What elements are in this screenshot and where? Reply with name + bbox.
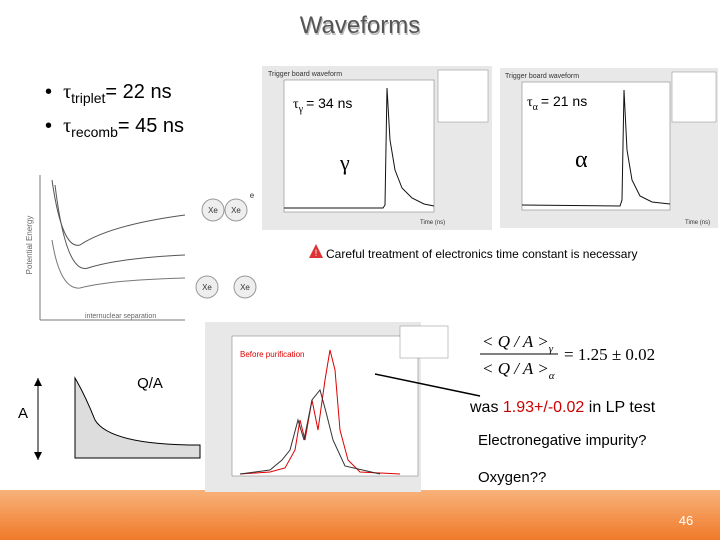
warning-mark: !: [315, 248, 318, 258]
atom-label: Xe: [231, 206, 241, 215]
subscript: triplet: [71, 90, 105, 106]
atom: [233, 275, 257, 299]
atom: [224, 198, 248, 222]
subscript: α: [533, 102, 539, 113]
comparison: was 1.93+/-0.02 in LP test: [469, 399, 656, 416]
denominator: < Q / A >α: [482, 359, 555, 382]
bullet: • τtriplet= 22 ns: [45, 81, 172, 106]
plot-area: [231, 335, 419, 477]
axis-label: Time (ns): [420, 220, 445, 226]
text: in LP test: [584, 399, 655, 416]
particle: γ: [339, 150, 350, 175]
title: Waveforms: [300, 12, 420, 39]
warning-text: Careful treatment of electronics time co…: [326, 247, 637, 261]
symbol: τ: [293, 97, 299, 112]
histogram-before: [239, 388, 381, 475]
sketch-area: [74, 376, 201, 459]
plot-heading: Trigger board waveform: [505, 73, 579, 80]
symbol: τ: [63, 81, 71, 103]
arrow-line: [374, 373, 481, 397]
axis-label: Time (ns): [685, 220, 710, 226]
tau-label: τα = 21 ns: [527, 93, 587, 113]
stats-box: [671, 71, 717, 123]
atom: [195, 275, 219, 299]
atom-label: Xe: [202, 283, 212, 292]
text: was: [469, 399, 503, 416]
subscript: γ: [298, 104, 304, 115]
highlight: 1.93+/-0.02: [503, 399, 585, 416]
denominator-sub: α: [549, 370, 555, 382]
value: = 45 ns: [118, 115, 184, 137]
numerator-text: < Q / A >: [482, 332, 549, 351]
value: = 34 ns: [306, 95, 352, 111]
atom-label: Xe: [240, 283, 250, 292]
formula: < Q / A >γ < Q / A >α = 1.25 ± 0.02: [480, 332, 655, 382]
numerator-sub: γ: [549, 343, 554, 355]
atom-label: Xe: [208, 206, 218, 215]
atom: [201, 198, 225, 222]
curve: [51, 179, 186, 246]
plot-area: [283, 79, 435, 213]
curve: [54, 184, 186, 269]
particle: α: [575, 147, 588, 173]
axis-label: Potential Energy: [25, 216, 34, 275]
subscript: recomb: [71, 124, 118, 140]
qa-sketch: Q/A A Q: [18, 375, 201, 460]
title-shadow: Waveforms: [301, 14, 421, 41]
note: Electronegative impurity?: [478, 432, 646, 449]
page-number: 46: [679, 513, 693, 528]
annotation: Before purification: [240, 350, 304, 359]
waveform-plot: Trigger board waveform Time (ns) τα = 21 …: [500, 68, 718, 228]
atoms: Xe Xe e Xe Xe: [195, 191, 257, 299]
plot-heading: Trigger board waveform: [268, 71, 342, 78]
curve: [51, 239, 186, 289]
tau-label: τγ = 34 ns: [293, 95, 352, 115]
warning-icon: [309, 244, 323, 258]
result: = 1.25 ± 0.02: [564, 345, 655, 364]
waveform-plot: Trigger board waveform Time (ns) τγ = 34 …: [262, 66, 492, 230]
histogram-after: [239, 349, 401, 475]
axis-label: internuclear separation: [85, 313, 156, 320]
plot-area: [521, 81, 671, 211]
symbol: τ: [63, 115, 71, 137]
value: = 21 ns: [541, 93, 587, 109]
electron-label: e: [250, 191, 255, 200]
stats-box: [399, 325, 449, 359]
sketch-height: A: [18, 405, 28, 422]
sketch-title: Q/A: [137, 375, 163, 392]
note: Oxygen??: [478, 469, 546, 486]
numerator: < Q / A >γ: [482, 332, 554, 355]
stats-box: [437, 69, 489, 123]
histogram-plot: Before purification: [205, 322, 449, 492]
waveform: [284, 87, 435, 209]
symbol: τ: [527, 95, 533, 110]
denominator-text: < Q / A >: [482, 359, 549, 378]
value: = 22 ns: [105, 81, 171, 103]
waveform: [521, 89, 671, 207]
potential-diagram: Potential Energy internuclear separation: [25, 175, 186, 321]
footer-bar: [0, 490, 720, 540]
